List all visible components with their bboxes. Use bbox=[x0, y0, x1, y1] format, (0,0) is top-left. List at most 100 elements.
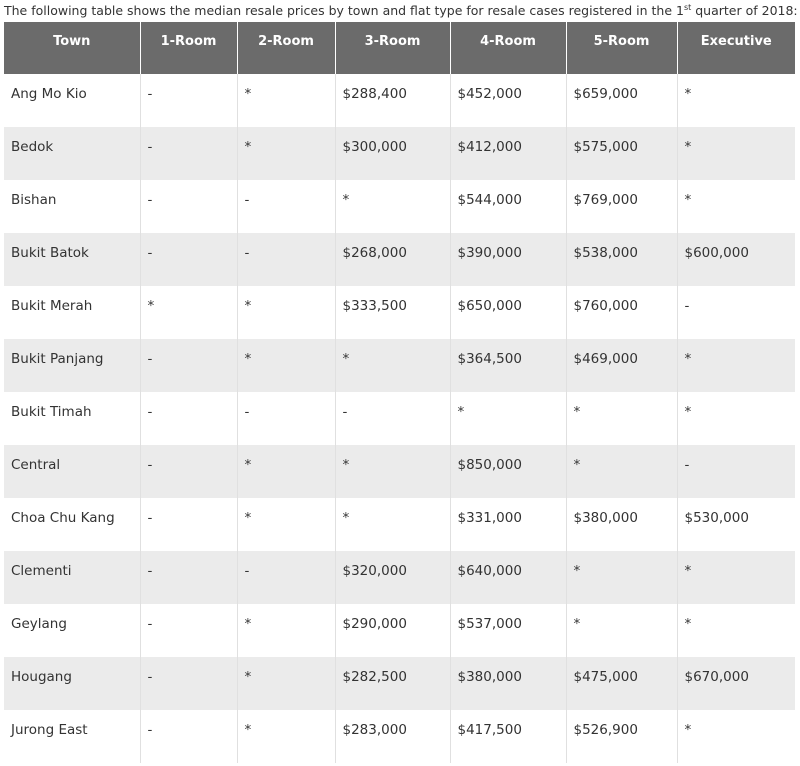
price-cell: $544,000 bbox=[449, 180, 566, 233]
town-cell: Geylang bbox=[4, 604, 140, 657]
price-cell: $417,500 bbox=[449, 710, 566, 763]
price-cell: - bbox=[139, 445, 237, 498]
table-row: Geylang - * $290,000 $537,000 * * bbox=[4, 604, 795, 657]
town-cell: Choa Chu Kang bbox=[4, 498, 140, 551]
town-cell: Jurong East bbox=[4, 710, 140, 763]
price-cell: * bbox=[236, 127, 335, 180]
price-cell: $659,000 bbox=[565, 74, 677, 127]
price-cell: $282,500 bbox=[334, 657, 450, 710]
price-cell: * bbox=[565, 604, 677, 657]
price-cell: - bbox=[236, 392, 335, 445]
price-cell: $769,000 bbox=[565, 180, 677, 233]
town-cell: Bedok bbox=[4, 127, 140, 180]
header-cell: 3-Room bbox=[334, 22, 450, 74]
table-row: Hougang - * $282,500 $380,000 $475,000 $670,00… bbox=[4, 657, 795, 710]
price-cell: $640,000 bbox=[449, 551, 566, 604]
price-cell: - bbox=[139, 498, 237, 551]
town-cell: Central bbox=[4, 445, 140, 498]
price-cell: * bbox=[565, 445, 677, 498]
table-row: Choa Chu Kang - * * $331,000 $380,000 $530,000 bbox=[4, 498, 795, 551]
price-cell: - bbox=[139, 74, 237, 127]
price-cell: - bbox=[139, 339, 237, 392]
price-cell: $288,400 bbox=[334, 74, 450, 127]
header-cell: Executive bbox=[676, 22, 795, 74]
price-cell: $290,000 bbox=[334, 604, 450, 657]
price-cell: - bbox=[676, 445, 795, 498]
table-row: Bukit Timah - - - * * * bbox=[4, 392, 795, 445]
town-cell: Ang Mo Kio bbox=[4, 74, 140, 127]
price-cell: - bbox=[139, 604, 237, 657]
price-cell: - bbox=[139, 392, 237, 445]
price-cell: * bbox=[236, 445, 335, 498]
town-cell: Bukit Timah bbox=[4, 392, 140, 445]
price-cell: $320,000 bbox=[334, 551, 450, 604]
table-row: Bedok - * $300,000 $412,000 $575,000 * bbox=[4, 127, 795, 180]
town-cell: Clementi bbox=[4, 551, 140, 604]
price-cell: * bbox=[565, 551, 677, 604]
intro-before: The following table shows the median res… bbox=[4, 3, 684, 19]
price-cell: * bbox=[676, 339, 795, 392]
price-cell: * bbox=[334, 445, 450, 498]
price-cell: $530,000 bbox=[676, 498, 795, 551]
town-cell: Bukit Panjang bbox=[4, 339, 140, 392]
price-cell: * bbox=[334, 339, 450, 392]
header-cell: 5-Room bbox=[565, 22, 677, 74]
price-cell: * bbox=[676, 127, 795, 180]
table-row: Bukit Merah * * $333,500 $650,000 $760,000- bbox=[4, 286, 795, 339]
price-cell: $333,500 bbox=[334, 286, 450, 339]
price-cell: $670,000 bbox=[676, 657, 795, 710]
table-row: Jurong East - * $283,000 $417,500 $526,900 * bbox=[4, 710, 795, 763]
price-cell: * bbox=[236, 710, 335, 763]
town-cell: Bukit Merah bbox=[4, 286, 140, 339]
price-cell: $268,000 bbox=[334, 233, 450, 286]
price-cell: - bbox=[236, 551, 335, 604]
intro-after: quarter of 2018: bbox=[691, 3, 798, 19]
price-cell: - bbox=[334, 392, 450, 445]
price-cell: - bbox=[139, 127, 237, 180]
table-row: Ang Mo Kio - * $288,400 $452,000 $659,000 * bbox=[4, 74, 795, 127]
price-cell: $364,500 bbox=[449, 339, 566, 392]
price-cell: $850,000 bbox=[449, 445, 566, 498]
price-cell: $650,000 bbox=[449, 286, 566, 339]
price-cell: - bbox=[236, 180, 335, 233]
table-row: Bukit Panjang - * * $364,500 $469,000 * bbox=[4, 339, 795, 392]
price-cell: * bbox=[236, 74, 335, 127]
price-cell: * bbox=[676, 392, 795, 445]
price-cell: * bbox=[676, 551, 795, 604]
price-cell: * bbox=[236, 498, 335, 551]
price-cell: - bbox=[139, 657, 237, 710]
price-cell: $380,000 bbox=[449, 657, 566, 710]
price-cell: $760,000 bbox=[565, 286, 677, 339]
price-cell: * bbox=[139, 286, 237, 339]
town-cell: Hougang bbox=[4, 657, 140, 710]
price-cell: $300,000 bbox=[334, 127, 450, 180]
price-cell: * bbox=[676, 180, 795, 233]
price-cell: * bbox=[676, 74, 795, 127]
header-cell: 4-Room bbox=[449, 22, 566, 74]
price-cell: $537,000 bbox=[449, 604, 566, 657]
header-cell: 2-Room bbox=[236, 22, 335, 74]
town-cell: Bukit Batok bbox=[4, 233, 140, 286]
price-cell: $475,000 bbox=[565, 657, 677, 710]
price-cell: $452,000 bbox=[449, 74, 566, 127]
price-cell: $575,000 bbox=[565, 127, 677, 180]
table-row: Bishan - - * $544,000 $769,000 * bbox=[4, 180, 795, 233]
price-cell: - bbox=[676, 286, 795, 339]
price-cell: * bbox=[236, 604, 335, 657]
price-cell: * bbox=[334, 498, 450, 551]
price-cell: $600,000 bbox=[676, 233, 795, 286]
price-cell: * bbox=[334, 180, 450, 233]
price-cell: $390,000 bbox=[449, 233, 566, 286]
price-cell: $538,000 bbox=[565, 233, 677, 286]
price-cell: - bbox=[139, 551, 237, 604]
header-row: Town 1-Room 2-Room 3-Room 4-Room 5-Room Execut… bbox=[4, 22, 795, 74]
price-cell: - bbox=[236, 233, 335, 286]
price-cell: - bbox=[139, 233, 237, 286]
price-cell: * bbox=[676, 604, 795, 657]
price-table: Town 1-Room 2-Room 3-Room 4-Room 5-Room Execut… bbox=[4, 22, 795, 763]
price-cell: $526,900 bbox=[565, 710, 677, 763]
intro-text: The following table shows the median res… bbox=[4, 3, 798, 18]
header-cell: 1-Room bbox=[139, 22, 237, 74]
price-cell: * bbox=[236, 339, 335, 392]
